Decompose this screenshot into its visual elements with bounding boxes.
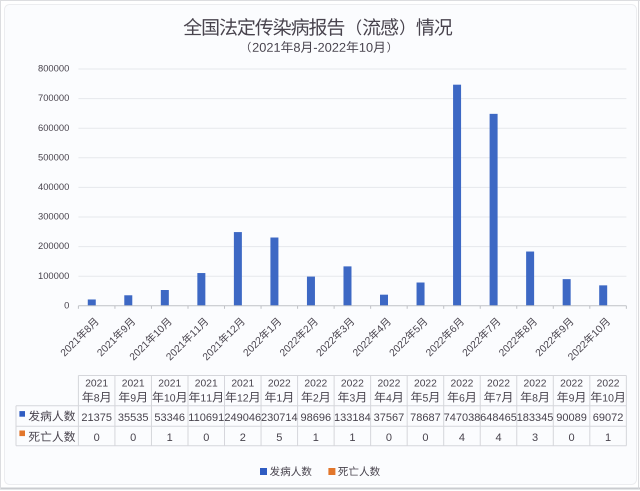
svg-text:200000: 200000	[38, 240, 69, 251]
svg-text:700000: 700000	[38, 92, 69, 103]
svg-text:300000: 300000	[38, 211, 69, 222]
svg-text:100000: 100000	[38, 270, 69, 281]
svg-text:747038: 747038	[444, 412, 481, 424]
svg-text:3: 3	[532, 432, 538, 444]
svg-text:4: 4	[495, 432, 501, 444]
svg-text:0: 0	[568, 432, 574, 444]
svg-text:110691: 110691	[188, 412, 224, 424]
svg-text:53346: 53346	[154, 412, 185, 424]
svg-text:0: 0	[94, 432, 100, 444]
svg-text:183345: 183345	[517, 412, 554, 424]
svg-text:0: 0	[130, 432, 136, 444]
svg-text:2021: 2021	[195, 378, 218, 389]
svg-text:0: 0	[422, 432, 428, 444]
svg-text:35535: 35535	[118, 412, 149, 424]
svg-text:2022: 2022	[451, 378, 474, 389]
svg-text:2022: 2022	[524, 378, 547, 389]
svg-text:2022: 2022	[377, 378, 400, 389]
svg-text:2022: 2022	[268, 378, 291, 389]
svg-text:69072: 69072	[593, 412, 624, 424]
svg-text:2022: 2022	[487, 378, 510, 389]
svg-text:98696: 98696	[301, 412, 332, 424]
svg-text:2022: 2022	[414, 378, 437, 389]
svg-text:133184: 133184	[334, 412, 371, 424]
svg-text:90089: 90089	[556, 412, 587, 424]
svg-text:2021: 2021	[122, 378, 145, 389]
svg-text:1: 1	[349, 432, 355, 444]
svg-text:0: 0	[203, 432, 209, 444]
svg-text:230714: 230714	[261, 412, 298, 424]
svg-text:2021: 2021	[231, 378, 254, 389]
svg-text:1: 1	[167, 432, 173, 444]
svg-text:2022: 2022	[341, 378, 364, 389]
svg-text:2022: 2022	[597, 378, 620, 389]
svg-text:2: 2	[240, 432, 246, 444]
svg-text:1: 1	[313, 432, 319, 444]
svg-text:2022: 2022	[304, 378, 327, 389]
svg-text:800000: 800000	[38, 63, 69, 74]
svg-text:648465: 648465	[480, 412, 517, 424]
svg-text:37567: 37567	[374, 412, 405, 424]
svg-text:5: 5	[276, 432, 282, 444]
svg-text:400000: 400000	[38, 181, 69, 192]
svg-text:500000: 500000	[38, 151, 69, 162]
svg-text:0: 0	[64, 299, 69, 310]
svg-text:1: 1	[605, 432, 611, 444]
svg-text:600000: 600000	[38, 122, 69, 133]
svg-text:4: 4	[459, 432, 465, 444]
svg-text:2021: 2021	[158, 378, 181, 389]
svg-text:249046: 249046	[224, 412, 261, 424]
svg-text:78687: 78687	[410, 412, 441, 424]
svg-text:2021: 2021	[85, 378, 108, 389]
svg-text:21375: 21375	[81, 412, 112, 424]
svg-text:2022: 2022	[560, 378, 583, 389]
svg-text:0: 0	[386, 432, 392, 444]
